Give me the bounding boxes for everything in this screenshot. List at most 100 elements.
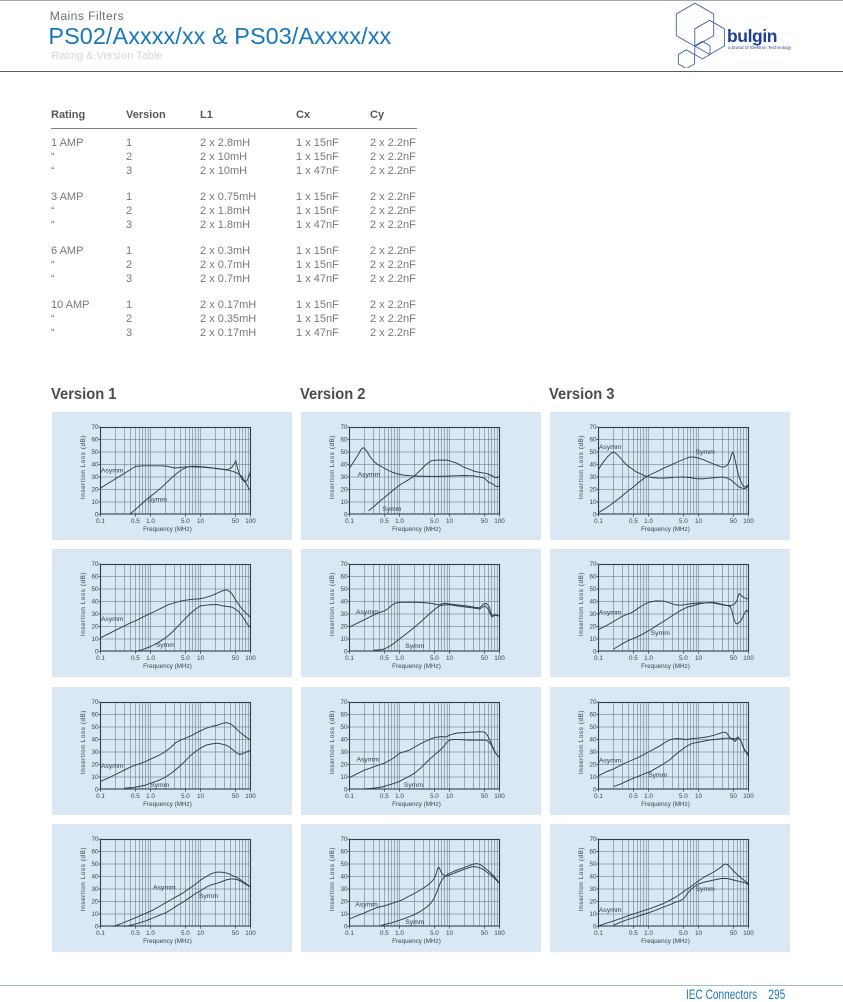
svg-text:Frequency (MHz): Frequency (MHz) — [392, 663, 441, 670]
svg-text:10: 10 — [589, 636, 597, 643]
svg-text:Asymm: Asymm — [101, 763, 124, 770]
svg-text:50: 50 — [340, 724, 348, 731]
svg-text:20: 20 — [589, 899, 597, 906]
svg-text:10: 10 — [446, 793, 454, 800]
svg-text:40: 40 — [340, 599, 348, 606]
svg-text:Symm: Symm — [382, 506, 402, 513]
svg-text:50: 50 — [232, 518, 240, 525]
svg-text:0.5: 0.5 — [380, 518, 389, 525]
svg-text:60: 60 — [340, 437, 348, 444]
svg-text:100: 100 — [743, 930, 754, 937]
svg-text:Symm: Symm — [156, 642, 176, 649]
svg-text:0.5: 0.5 — [380, 930, 389, 937]
svg-text:Frequency (MHz): Frequency (MHz) — [641, 801, 690, 808]
svg-text:60: 60 — [91, 849, 99, 856]
svg-text:Asymm: Asymm — [599, 610, 622, 617]
svg-text:40: 40 — [91, 599, 99, 606]
svg-text:1.0: 1.0 — [146, 518, 155, 525]
svg-text:Frequency (MHz): Frequency (MHz) — [641, 938, 690, 945]
svg-text:100: 100 — [245, 793, 256, 800]
svg-text:50: 50 — [589, 861, 597, 868]
svg-text:50: 50 — [730, 518, 738, 525]
svg-text:5.0: 5.0 — [430, 518, 439, 525]
svg-text:40: 40 — [340, 874, 348, 881]
svg-text:0: 0 — [95, 512, 99, 519]
svg-text:50: 50 — [730, 930, 738, 937]
svg-text:30: 30 — [589, 749, 597, 756]
svg-text:10: 10 — [91, 499, 99, 506]
svg-text:0.5: 0.5 — [131, 655, 140, 662]
svg-text:1.0: 1.0 — [395, 518, 404, 525]
svg-text:0: 0 — [95, 787, 99, 794]
svg-text:0.1: 0.1 — [96, 518, 105, 525]
svg-text:0.5: 0.5 — [629, 930, 638, 937]
svg-text:100: 100 — [494, 655, 505, 662]
svg-text:10: 10 — [91, 911, 99, 918]
svg-text:10: 10 — [197, 793, 205, 800]
svg-text:a brand of Elektron Technology: a brand of Elektron Technology — [728, 45, 792, 50]
svg-text:Insertion Loss (dB): Insertion Loss (dB) — [329, 572, 336, 636]
svg-text:60: 60 — [589, 574, 597, 581]
svg-text:Asymm: Asymm — [355, 902, 378, 909]
svg-text:Symm: Symm — [199, 893, 219, 900]
svg-text:20: 20 — [91, 899, 99, 906]
svg-text:100: 100 — [245, 655, 256, 662]
svg-text:40: 40 — [589, 874, 597, 881]
svg-text:30: 30 — [589, 611, 597, 618]
svg-text:20: 20 — [589, 624, 597, 631]
svg-text:0.1: 0.1 — [345, 655, 354, 662]
svg-text:0: 0 — [593, 924, 597, 931]
svg-text:60: 60 — [589, 849, 597, 856]
svg-text:40: 40 — [340, 737, 348, 744]
svg-text:Insertion Loss (dB): Insertion Loss (dB) — [80, 572, 87, 636]
svg-text:Insertion Loss (dB): Insertion Loss (dB) — [578, 847, 585, 911]
svg-text:Insertion Loss (dB): Insertion Loss (dB) — [80, 710, 87, 774]
svg-text:Frequency (MHz): Frequency (MHz) — [143, 801, 192, 808]
svg-text:Frequency (MHz): Frequency (MHz) — [143, 663, 192, 670]
svg-text:10: 10 — [589, 774, 597, 781]
svg-text:0.1: 0.1 — [594, 930, 603, 937]
svg-text:0.1: 0.1 — [96, 793, 105, 800]
svg-text:20: 20 — [91, 624, 99, 631]
svg-text:5.0: 5.0 — [679, 793, 688, 800]
svg-text:Frequency (MHz): Frequency (MHz) — [392, 526, 441, 533]
svg-text:30: 30 — [91, 886, 99, 893]
svg-text:1.0: 1.0 — [146, 793, 155, 800]
svg-text:50: 50 — [91, 724, 99, 731]
svg-text:0.5: 0.5 — [131, 518, 140, 525]
svg-text:5.0: 5.0 — [181, 793, 190, 800]
svg-text:10: 10 — [695, 655, 703, 662]
svg-text:100: 100 — [743, 655, 754, 662]
svg-text:Insertion Loss (dB): Insertion Loss (dB) — [578, 435, 585, 499]
svg-text:70: 70 — [91, 561, 99, 568]
svg-text:30: 30 — [340, 474, 348, 481]
svg-text:30: 30 — [340, 749, 348, 756]
svg-text:70: 70 — [589, 836, 597, 843]
svg-text:1.0: 1.0 — [395, 655, 404, 662]
svg-text:50: 50 — [481, 655, 489, 662]
svg-text:10: 10 — [446, 655, 454, 662]
svg-text:0: 0 — [593, 649, 597, 656]
svg-text:20: 20 — [340, 762, 348, 769]
svg-text:Frequency (MHz): Frequency (MHz) — [392, 801, 441, 808]
svg-text:0.1: 0.1 — [96, 930, 105, 937]
svg-text:0.5: 0.5 — [629, 793, 638, 800]
svg-text:60: 60 — [589, 712, 597, 719]
svg-text:50: 50 — [481, 518, 489, 525]
svg-text:Symm: Symm — [696, 449, 716, 456]
svg-text:Asymm: Asymm — [599, 907, 622, 914]
svg-text:Frequency (MHz): Frequency (MHz) — [641, 526, 690, 533]
svg-text:100: 100 — [245, 518, 256, 525]
svg-text:bulgin: bulgin — [727, 26, 777, 46]
svg-text:60: 60 — [340, 574, 348, 581]
svg-text:Frequency (MHz): Frequency (MHz) — [392, 938, 441, 945]
svg-text:10: 10 — [695, 930, 703, 937]
svg-text:30: 30 — [91, 611, 99, 618]
svg-text:10: 10 — [340, 774, 348, 781]
svg-text:Insertion Loss (dB): Insertion Loss (dB) — [578, 710, 585, 774]
svg-text:Asymm: Asymm — [356, 609, 379, 616]
svg-text:20: 20 — [340, 487, 348, 494]
svg-text:Insertion Loss (dB): Insertion Loss (dB) — [80, 435, 87, 499]
svg-text:10: 10 — [695, 518, 703, 525]
svg-text:5.0: 5.0 — [679, 518, 688, 525]
